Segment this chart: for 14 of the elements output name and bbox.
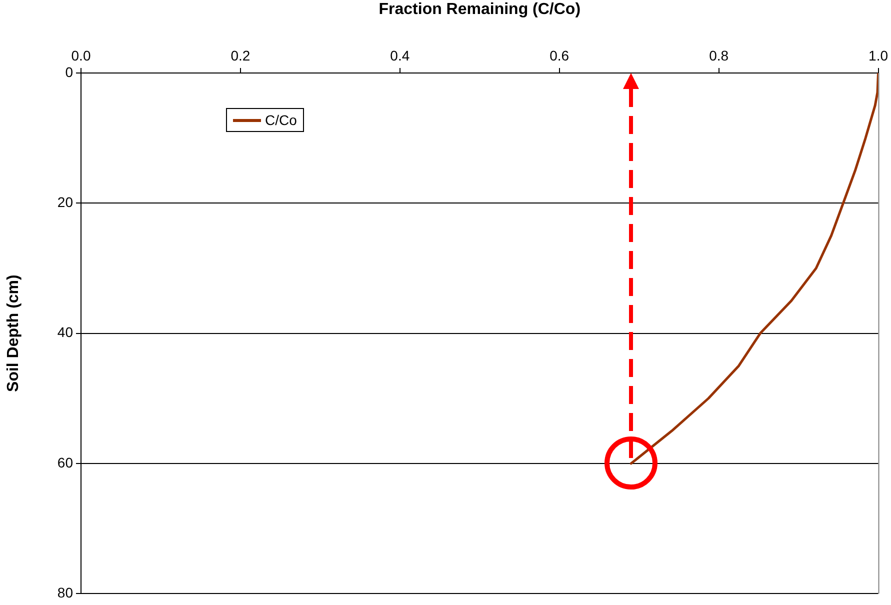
y-tick-label: 40 — [57, 324, 74, 340]
x-tick-label: 1.0 — [868, 47, 888, 64]
x-tick-label: 0.6 — [550, 47, 570, 64]
x-tick-label: 0.0 — [71, 47, 91, 64]
x-tick-label: 0.2 — [230, 47, 250, 64]
y-tick-label: 20 — [57, 194, 74, 210]
x-tick-label: 0.4 — [390, 47, 410, 64]
y-tick-label: 60 — [57, 454, 74, 470]
y-tick-label: 80 — [57, 584, 74, 600]
legend-label: C/Co — [265, 112, 297, 128]
x-tick-label: 0.8 — [709, 47, 729, 64]
x-axis-title: Fraction Remaining (C/Co) — [378, 1, 581, 18]
y-axis-title: Soil Depth (cm) — [5, 274, 22, 392]
y-tick-label: 0 — [65, 64, 74, 80]
